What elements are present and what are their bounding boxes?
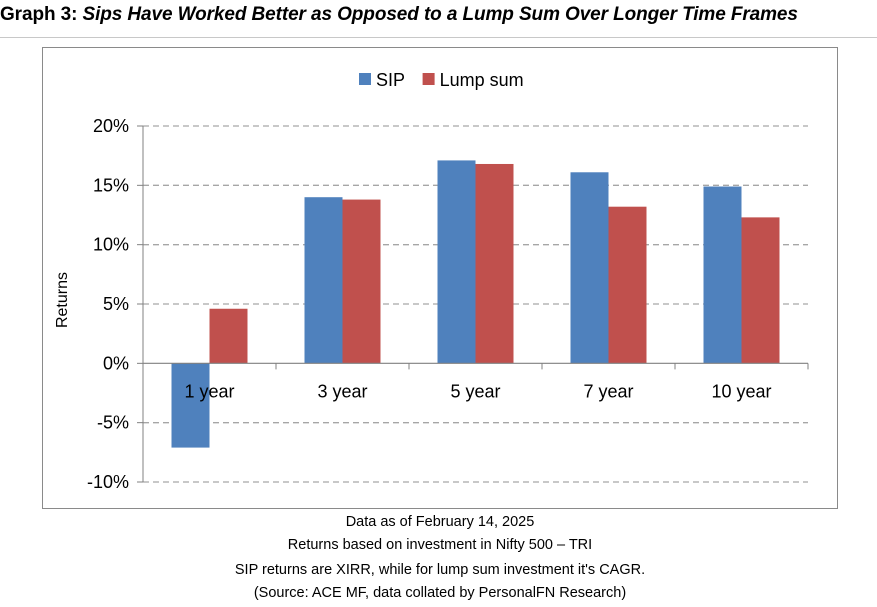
legend-swatch	[359, 73, 371, 85]
bar-sip	[304, 197, 343, 364]
y-tick-label: 0%	[103, 353, 129, 373]
bar-sip	[570, 172, 609, 364]
category-label: 7 year	[583, 381, 633, 401]
category-label: 10 year	[711, 381, 771, 401]
category-label: 3 year	[317, 381, 367, 401]
category-label: 1 year	[184, 381, 234, 401]
title-divider	[0, 37, 877, 38]
y-axis-title: Returns	[54, 272, 71, 328]
y-tick-label: 20%	[93, 116, 129, 136]
bar-lump-sum	[209, 308, 248, 364]
y-tick-label: 5%	[103, 294, 129, 314]
legend-swatch	[422, 73, 435, 85]
bar-lump-sum	[741, 217, 780, 364]
footnote-method: SIP returns are XIRR, while for lump sum…	[234, 562, 646, 578]
bar-lump-sum	[608, 206, 647, 364]
y-tick-label: 15%	[93, 175, 129, 195]
bar-sip	[171, 363, 210, 448]
graph-subtitle: Sips Have Worked Better as Opposed to a …	[82, 4, 798, 25]
bar-lump-sum	[475, 163, 514, 364]
bar-sip	[437, 160, 476, 364]
footnote-index: Returns based on investment in Nifty 500…	[287, 537, 593, 553]
graph-label: Graph 3:	[0, 4, 78, 25]
category-label: 5 year	[450, 381, 500, 401]
bar-lump-sum	[342, 199, 381, 364]
y-tick-label: -5%	[97, 413, 129, 433]
y-tick-label: -10%	[87, 472, 129, 492]
legend-label: SIP	[376, 70, 405, 90]
footnote-date: Data as of February 14, 2025	[345, 514, 535, 530]
legend-label: Lump sum	[440, 70, 524, 90]
page-title: Graph 3: Sips Have Worked Better as Oppo…	[0, 4, 798, 26]
y-tick-label: 10%	[93, 235, 129, 255]
footnote-source: (Source: ACE MF, data collated by Person…	[253, 585, 627, 601]
bar-sip	[703, 186, 742, 364]
